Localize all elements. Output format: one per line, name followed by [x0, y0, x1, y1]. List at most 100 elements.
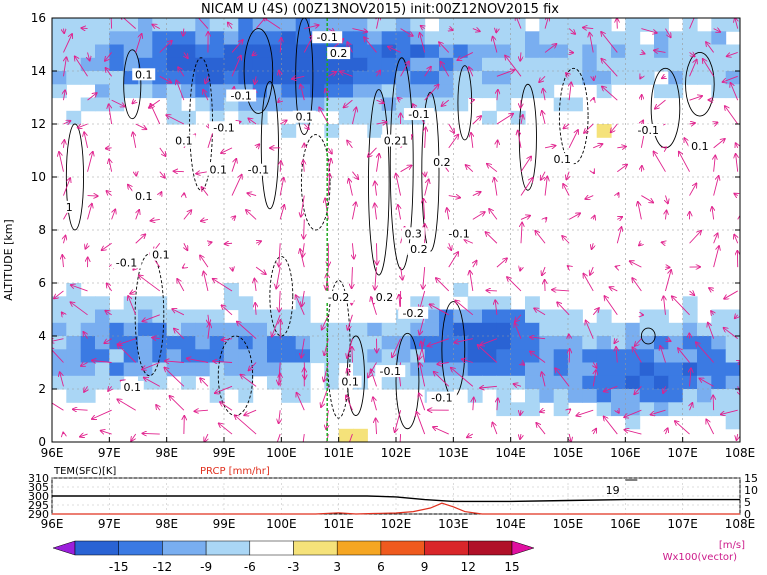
wind-vector — [63, 236, 65, 244]
wind-vector — [85, 243, 87, 249]
wind-vector — [738, 386, 740, 395]
wind-vector — [279, 410, 281, 423]
wind-vector — [279, 290, 280, 312]
wind-vector — [604, 417, 618, 435]
wind-vector — [454, 338, 473, 343]
wind-vector — [472, 29, 480, 32]
wind-vector — [689, 18, 695, 29]
wind-vector — [635, 338, 642, 346]
wind-vector — [616, 347, 617, 363]
contour-line — [260, 81, 279, 210]
wind-vector — [713, 29, 721, 32]
wind-vector — [449, 29, 453, 31]
wind-vector — [301, 195, 305, 217]
wind-vector — [254, 279, 256, 292]
chart-title: NICAM U (4S) (00Z13NOV2015) init:00Z12NO… — [201, 2, 559, 17]
wind-vector — [131, 433, 137, 441]
contour-label: 0.1 — [124, 381, 142, 394]
wind-vector — [174, 171, 184, 172]
wind-vector — [689, 123, 695, 124]
wind-vector — [593, 216, 594, 220]
wind-vector — [737, 433, 738, 440]
wind-vector — [256, 241, 261, 243]
wind-vector — [400, 61, 409, 77]
wind-vector — [278, 100, 280, 102]
wind-vector — [689, 231, 702, 244]
wind-vector — [672, 296, 690, 316]
wind-vector — [302, 290, 304, 306]
wind-vector — [487, 164, 498, 173]
wind-vector — [231, 159, 236, 172]
wind-vector — [142, 433, 160, 434]
wind-vector — [568, 130, 578, 149]
wind-vector — [569, 433, 571, 442]
lower-x-tick-label: 98E — [155, 517, 178, 531]
wind-vector — [437, 363, 449, 365]
wind-vector — [92, 361, 112, 363]
wind-vector — [252, 52, 256, 55]
wind-vector — [398, 98, 401, 100]
wind-vector — [515, 314, 522, 322]
wind-vector — [495, 300, 497, 315]
contour-label: -0.1 — [230, 90, 251, 103]
y-tick-label: 6 — [38, 276, 46, 290]
wind-vector — [689, 52, 695, 56]
wind-vector — [617, 193, 618, 196]
wind-vector — [602, 87, 618, 101]
wind-vector — [520, 216, 530, 220]
wind-vector — [392, 338, 401, 358]
colorbar-min-arrow — [52, 540, 76, 556]
contour-label: 0.2 — [330, 47, 348, 60]
wind-vector — [469, 67, 474, 77]
wind-vector — [377, 18, 380, 29]
wind-vector — [611, 123, 618, 132]
wind-vector — [439, 42, 450, 53]
wind-vector — [352, 267, 353, 288]
wind-vector — [71, 302, 88, 316]
wind-vector — [665, 339, 670, 342]
wind-vector — [349, 179, 353, 196]
wind-vector — [534, 308, 546, 316]
colorbar-segment — [424, 540, 469, 556]
wind-vector — [721, 409, 738, 414]
wind-vector — [564, 124, 570, 128]
wind-vector — [617, 217, 622, 220]
wind-vector — [464, 240, 474, 244]
wind-vector — [478, 345, 498, 363]
wind-vector — [593, 362, 596, 368]
wind-vector — [63, 121, 70, 124]
wind-vector — [568, 28, 575, 34]
wind-vector — [520, 52, 521, 60]
wind-vector — [472, 192, 481, 196]
wind-vector — [735, 18, 738, 29]
contour-label: -0.2 — [402, 307, 423, 320]
contour-label: 0.3 — [404, 227, 422, 240]
wind-vector — [634, 386, 642, 394]
wind-vector — [416, 412, 426, 435]
wind-vector — [421, 342, 426, 363]
wind-vector — [377, 154, 380, 172]
wind-vector — [566, 73, 569, 76]
wind-vector — [204, 433, 208, 442]
wind-vector — [121, 18, 137, 29]
wind-vector — [136, 210, 139, 220]
wind-vector — [222, 339, 233, 340]
wind-vector — [375, 204, 377, 220]
wind-vector — [706, 419, 715, 435]
wind-vector — [87, 204, 92, 220]
wind-vector — [569, 409, 570, 410]
lower-x-tick-label: 107E — [667, 517, 698, 531]
wind-vector — [586, 321, 594, 339]
wind-vector — [106, 68, 112, 77]
wind-vector — [304, 123, 309, 129]
wind-vector — [304, 25, 318, 30]
wind-vector — [60, 372, 64, 387]
wind-vector — [280, 38, 281, 53]
contour-line — [640, 327, 656, 345]
wind-vector — [208, 324, 210, 339]
colorbar-tick: -6 — [244, 560, 256, 574]
lower-x-tick-label: 104E — [495, 517, 526, 531]
wind-vector — [617, 147, 626, 148]
wind-vector — [319, 107, 329, 125]
wind-vector — [616, 227, 621, 244]
